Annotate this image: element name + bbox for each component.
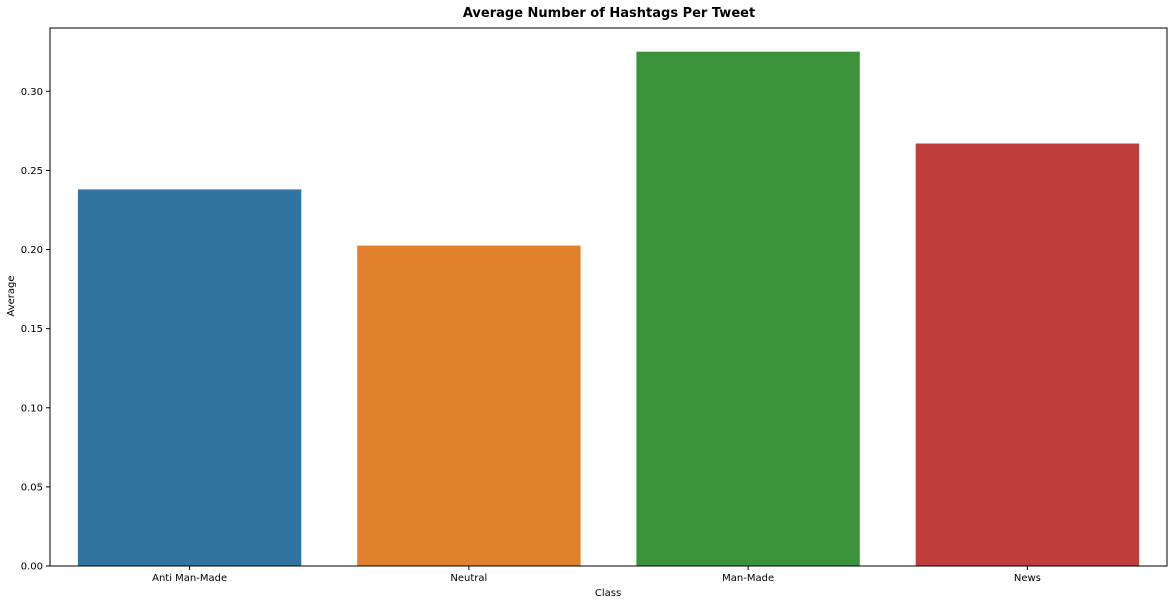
y-tick-label: 0.10 xyxy=(21,403,43,414)
y-tick-label: 0.00 xyxy=(21,562,43,573)
y-tick-label: 0.05 xyxy=(21,482,43,493)
x-tick-label: Man-Made xyxy=(722,573,774,584)
y-axis-label: Average xyxy=(6,275,17,316)
y-tick-label: 0.15 xyxy=(21,324,43,335)
y-tick-label: 0.25 xyxy=(21,166,43,177)
plot-area xyxy=(77,51,1140,566)
plot-frame xyxy=(49,27,1168,567)
bar-anti-man-made xyxy=(77,189,302,566)
bar-news xyxy=(915,143,1140,566)
x-tick-label: News xyxy=(1014,573,1041,584)
bar-man-made xyxy=(636,51,860,566)
y-axis: 0.00 0.05 0.10 0.15 0.20 0.25 0.30 xyxy=(21,87,50,573)
y-tick-label: 0.20 xyxy=(21,245,43,256)
bar-neutral xyxy=(357,245,581,566)
x-tick-label: Anti Man-Made xyxy=(152,573,227,584)
chart-title: Average Number of Hashtags Per Tweet xyxy=(463,6,755,21)
x-axis: Anti Man-Made Neutral Man-Made News xyxy=(152,566,1041,584)
x-axis-label: Class xyxy=(595,588,621,599)
x-tick-label: Neutral xyxy=(450,573,487,584)
y-tick-label: 0.30 xyxy=(21,87,43,98)
